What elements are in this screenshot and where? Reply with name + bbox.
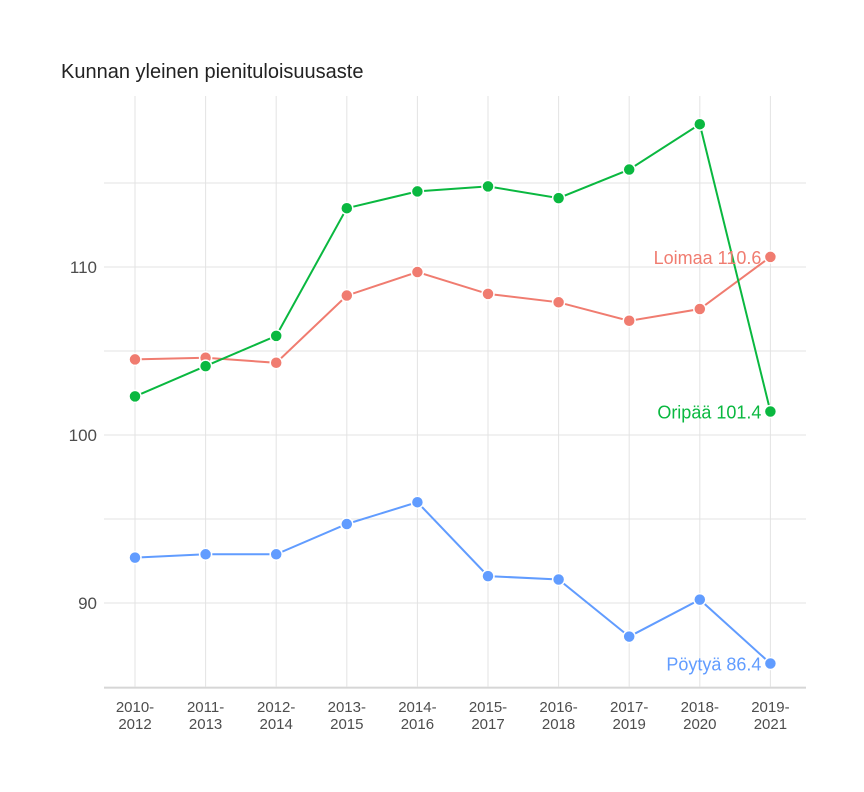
series-line: [134, 501, 772, 665]
x-tick-label: 2017-2019: [610, 699, 648, 733]
end-label-loimaa: Loimaa 110.6: [654, 248, 762, 268]
x-tick-label: 2012-2014: [257, 699, 295, 733]
x-tick-label: 2018-2020: [681, 699, 719, 733]
data-point: [269, 547, 283, 562]
data-point: [198, 547, 213, 562]
x-tick-label: 2016-2018: [539, 699, 577, 733]
end-label-pöytyä: Pöytyä 86.4: [666, 654, 761, 674]
series-loimaa: [128, 250, 778, 370]
data-point: [763, 404, 778, 419]
data-point: [340, 517, 354, 531]
x-tick-label: 2010-2012: [116, 699, 154, 733]
data-point: [128, 389, 142, 404]
end-labels: Loimaa 110.6 Oripää 101.4 Pöytyä 86.4: [654, 248, 762, 675]
data-point: [693, 592, 707, 607]
data-point: [693, 117, 707, 131]
data-point: [551, 295, 566, 310]
data-point: [551, 572, 566, 587]
x-axis-ticks: 2010-2012 2011-2013 2012-2014 2013-2015 2014…: [116, 699, 790, 733]
data-point: [128, 352, 142, 367]
series-line: [134, 122, 772, 412]
data-point: [481, 287, 495, 301]
data-point: [269, 329, 283, 343]
x-tick-label: 2011-2013: [187, 699, 224, 733]
x-tick-label: 2014-2016: [398, 699, 436, 733]
data-point: [481, 179, 495, 194]
x-tick-label: 2013-2015: [328, 699, 366, 733]
data-point: [340, 201, 354, 215]
data-point: [622, 629, 636, 644]
series-pöytyä: [128, 495, 778, 671]
series-oripää: [128, 117, 778, 419]
data-point: [198, 359, 213, 373]
data-point: [128, 550, 142, 565]
series-line: [134, 256, 771, 364]
series-group: [128, 117, 778, 671]
data-point: [763, 250, 778, 264]
data-point: [551, 191, 566, 205]
data-point: [269, 356, 283, 370]
y-tick-label: 100: [69, 426, 97, 445]
y-axis-ticks: 90 100 110: [69, 258, 97, 613]
chart-title: Kunnan yleinen pienituloisuusaste: [61, 61, 363, 83]
data-point: [481, 569, 495, 583]
y-tick-label: 90: [78, 594, 97, 613]
data-point: [622, 314, 636, 328]
data-point: [763, 656, 778, 671]
y-tick-label: 110: [70, 258, 97, 277]
data-point: [410, 184, 425, 199]
x-tick-label: 2019-2021: [751, 699, 789, 733]
x-tick-label: 2015-2017: [469, 699, 507, 733]
data-point: [622, 162, 636, 177]
data-point: [410, 495, 425, 509]
data-point: [410, 265, 425, 279]
data-point: [693, 302, 707, 316]
end-label-oripää: Oripää 101.4: [657, 402, 761, 422]
data-point: [340, 288, 354, 303]
grid: [104, 96, 806, 688]
